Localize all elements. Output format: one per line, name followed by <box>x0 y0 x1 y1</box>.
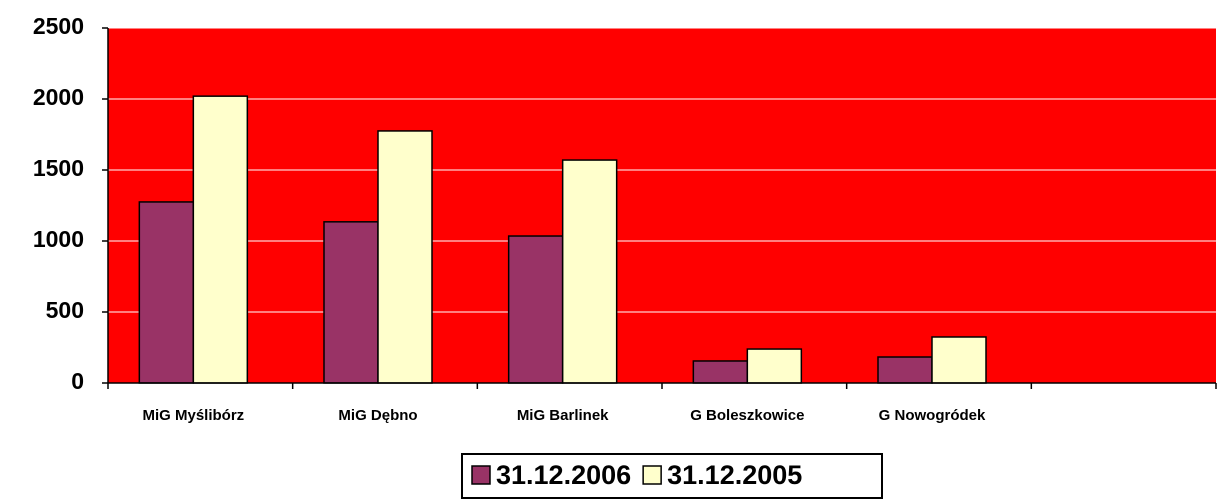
y-tick-label: 2000 <box>33 84 84 110</box>
legend-swatch <box>642 465 662 485</box>
plot-area <box>108 28 1216 383</box>
bar <box>746 348 803 384</box>
x-tick-label: MiG Myślibórz <box>142 407 244 424</box>
y-tick-label: 1500 <box>33 155 84 181</box>
legend-box <box>461 453 883 499</box>
y-tick-label: 0 <box>71 368 84 394</box>
x-tick-label: G Boleszkowice <box>690 407 804 424</box>
bar <box>877 356 933 384</box>
bar <box>138 201 195 384</box>
bar <box>507 235 564 384</box>
y-tick-label: 2500 <box>33 13 84 39</box>
legend-label: 31.12.2006 <box>496 460 631 490</box>
bar <box>692 360 749 384</box>
y-tick-label: 1000 <box>33 226 84 252</box>
bar <box>323 221 379 384</box>
legend-swatch <box>471 465 491 485</box>
y-tick-label: 500 <box>46 297 84 323</box>
bar <box>931 336 987 384</box>
bar <box>561 159 618 384</box>
legend: 31.12.2006 31.12.2005 <box>461 453 883 499</box>
legend-label: 31.12.2005 <box>667 460 802 490</box>
bar <box>192 95 249 384</box>
x-tick-label: MiG Barlinek <box>517 407 609 424</box>
x-tick-label: G Nowogródek <box>879 407 986 424</box>
x-tick-label: MiG Dębno <box>338 407 417 424</box>
bar <box>377 130 433 384</box>
